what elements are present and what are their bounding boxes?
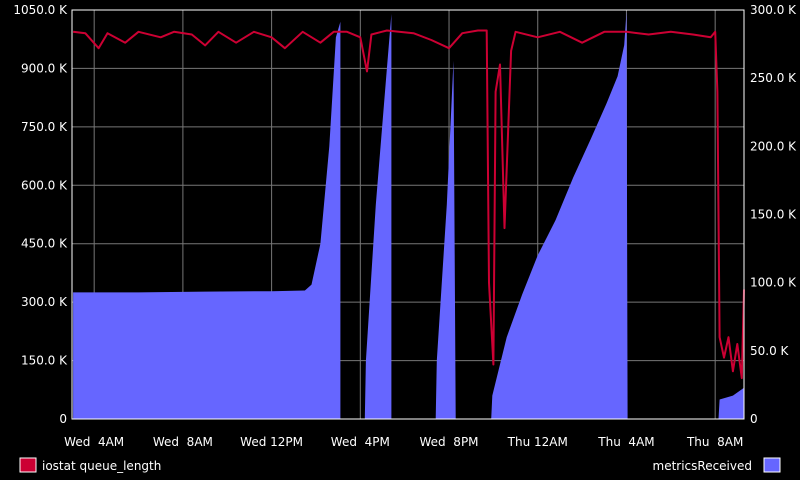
series-area-metrics-received <box>73 11 745 420</box>
x-axis-ticks: Wed 4AM Wed 8AM Wed 12PM Wed 4PM Wed 8PM Thu … <box>64 435 743 449</box>
right-tick-label: 50.0 K <box>750 344 790 358</box>
right-tick-label: 250.0 K <box>750 71 797 85</box>
legend-item-metrics: metricsReceived <box>653 457 781 473</box>
left-tick-label: 300.0 K <box>21 295 68 309</box>
x-tick-label: Thu 8AM <box>686 435 743 449</box>
left-tick-label: 750.0 K <box>21 120 68 134</box>
left-tick-label: 900.0 K <box>21 61 68 75</box>
left-axis-ticks: 0 150.0 K 300.0 K 450.0 K 600.0 K 750.0 K 900.… <box>13 3 68 426</box>
right-tick-label: 200.0 K <box>750 139 797 153</box>
x-tick-label: Wed 4AM <box>64 435 124 449</box>
legend-swatch-iostat <box>19 457 37 473</box>
left-tick-label: 0 <box>59 412 67 426</box>
left-tick-label: 600.0 K <box>21 178 68 192</box>
legend-label-iostat: iostat queue_length <box>42 459 161 473</box>
plot-border <box>71 9 745 420</box>
x-tick-label: Wed 4PM <box>331 435 390 449</box>
right-tick-label: 100.0 K <box>750 276 797 290</box>
x-tick-label: Wed 12PM <box>240 435 303 449</box>
left-tick-label: 150.0 K <box>21 354 68 368</box>
legend: iostat queue_length metricsReceived <box>19 457 781 473</box>
x-tick-label: Thu 4AM <box>597 435 654 449</box>
right-tick-label: 300.0 K <box>750 3 797 17</box>
left-tick-label: 1050.0 K <box>13 3 68 17</box>
right-tick-label: 150.0 K <box>750 208 797 222</box>
legend-label-metrics: metricsReceived <box>653 459 753 473</box>
series-line-iostat-queue-length <box>72 29 745 380</box>
x-tick-label: Wed 8PM <box>420 435 479 449</box>
x-tick-label: Wed 8AM <box>153 435 213 449</box>
line-layer <box>72 29 745 380</box>
right-tick-label: 0 <box>750 412 758 426</box>
x-tick-label: Thu 12AM <box>507 435 568 449</box>
left-tick-label: 450.0 K <box>21 237 68 251</box>
legend-swatch-metrics <box>763 457 781 473</box>
area-layer <box>73 11 745 420</box>
right-axis-ticks: 0 50.0 K 100.0 K 150.0 K 200.0 K 250.0 K 300.0… <box>750 3 797 426</box>
legend-item-iostat: iostat queue_length <box>19 457 161 473</box>
